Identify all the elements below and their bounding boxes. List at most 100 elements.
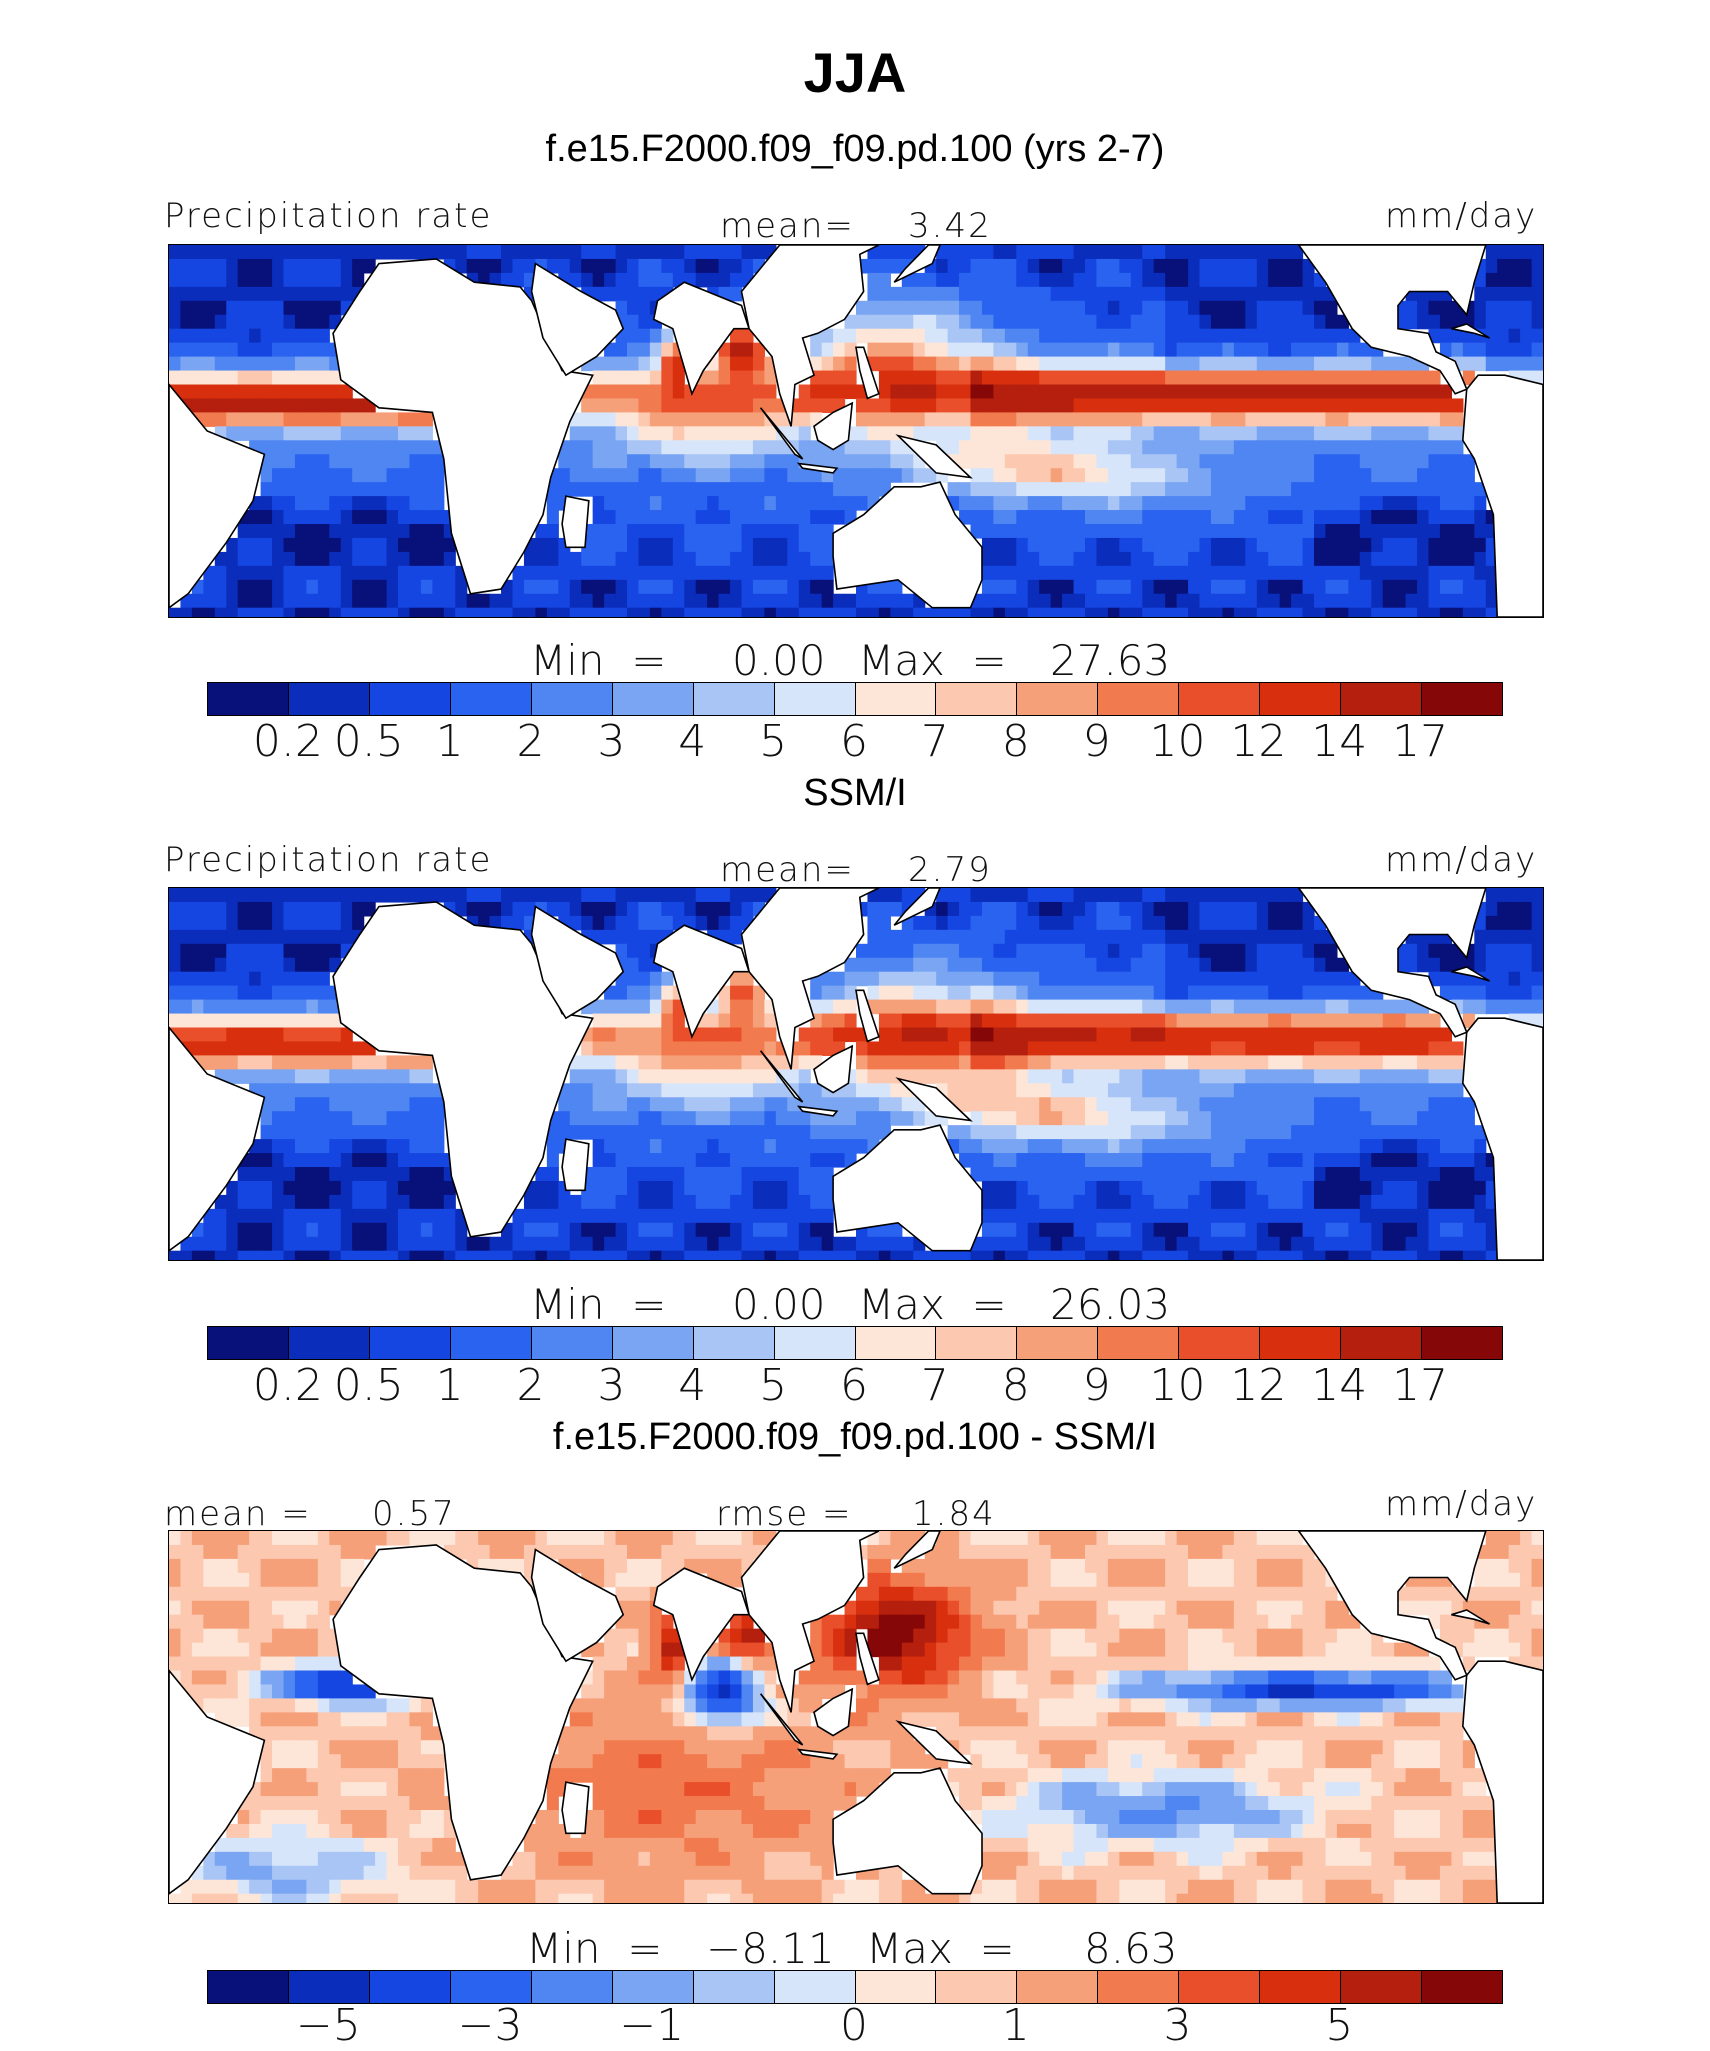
field-cell (1176, 1055, 1189, 1070)
field-cell (1130, 943, 1143, 959)
field-cell (340, 440, 353, 455)
field-cell (1222, 1013, 1235, 1029)
field-cell (1165, 1250, 1178, 1260)
field-cell (317, 1153, 330, 1168)
field-cell (1314, 412, 1327, 427)
field-cell (581, 593, 594, 609)
field-cell (1188, 551, 1201, 567)
field-cell (352, 1236, 365, 1252)
field-cell (432, 510, 445, 525)
field-cell (638, 482, 651, 497)
field-cell (1325, 468, 1338, 483)
field-cell (317, 1069, 330, 1084)
field-cell (1016, 1041, 1029, 1056)
field-cell (569, 440, 582, 455)
field-cell (867, 1055, 880, 1070)
field-cell (615, 888, 628, 903)
field-cell (993, 286, 1006, 302)
field-cell (249, 1153, 262, 1168)
field-cell (1233, 1083, 1246, 1098)
field-cell (306, 551, 319, 567)
field-cell (1245, 468, 1258, 483)
field-cell (169, 957, 182, 973)
field-cell (752, 356, 765, 372)
field-cell (466, 901, 479, 917)
field-cell (810, 1027, 823, 1043)
field-cell (695, 1055, 708, 1070)
field-cell (1439, 1027, 1452, 1043)
field-cell (1062, 1236, 1075, 1252)
field-cell (775, 1083, 788, 1098)
field-cell (1233, 468, 1246, 483)
field-cell (878, 971, 891, 987)
field-cell (1291, 1013, 1304, 1029)
field-cell (638, 1208, 651, 1224)
field-cell (890, 1222, 903, 1238)
field-cell (1016, 551, 1029, 567)
field-cell (501, 258, 514, 274)
field-cell (1119, 1167, 1132, 1182)
field-cell (936, 370, 949, 386)
field-cell (1050, 901, 1063, 917)
field-cell (1199, 1069, 1212, 1084)
field-cell (993, 888, 1006, 903)
field-cell (340, 915, 353, 931)
field-cell (1073, 1027, 1086, 1043)
field-cell (1474, 286, 1487, 302)
field-cell (856, 971, 869, 987)
field-cell (329, 510, 342, 525)
field-cell (1268, 1097, 1281, 1112)
field-cell (1004, 286, 1017, 302)
field-cell (1016, 957, 1029, 973)
field-cell (844, 454, 857, 469)
field-cell (695, 607, 708, 617)
field-cell (1394, 440, 1407, 455)
field-cell (237, 593, 250, 609)
field-cell (615, 524, 628, 539)
field-cell (1176, 1167, 1189, 1182)
field-cell (1039, 314, 1052, 330)
field-cell (420, 1194, 433, 1210)
field-cell (272, 985, 285, 1001)
field-cell (1119, 929, 1132, 945)
field-cell (1050, 1180, 1063, 1196)
field-cell (1291, 370, 1304, 386)
field-cell (1405, 468, 1418, 483)
field-cell (1130, 245, 1143, 260)
field-cell (901, 314, 914, 330)
field-cell (764, 1236, 777, 1252)
field-cell (913, 412, 926, 427)
field-cell (1302, 468, 1315, 483)
field-cell (306, 454, 319, 469)
field-cell (398, 1083, 411, 1098)
field-cell (661, 245, 674, 260)
field-cell (798, 1222, 811, 1238)
field-cell (1405, 370, 1418, 386)
field-cell (592, 510, 605, 525)
field-cell (1382, 398, 1395, 413)
field-cell (272, 1125, 285, 1140)
field-cell (386, 1222, 399, 1238)
field-cell (363, 426, 376, 441)
field-cell (260, 957, 273, 973)
field-cell (959, 272, 972, 288)
field-cell (821, 1139, 834, 1154)
field-cell (1096, 272, 1109, 288)
field-cell (1096, 440, 1109, 455)
field-cell (1279, 1097, 1292, 1112)
field-cell (741, 245, 754, 260)
field-cell (638, 370, 651, 386)
field-cell (730, 1111, 743, 1126)
field-cell (398, 1153, 411, 1168)
field-cell (1188, 300, 1201, 316)
field-cell (1268, 551, 1281, 567)
field-cell (718, 356, 731, 372)
field-cell (363, 245, 376, 260)
field-cell (375, 1125, 388, 1140)
field-cell (169, 915, 182, 931)
field-cell (1050, 356, 1063, 372)
field-cell (1348, 1013, 1361, 1029)
field-cell (203, 607, 216, 617)
field-cell (924, 607, 937, 617)
field-cell (581, 1125, 594, 1140)
